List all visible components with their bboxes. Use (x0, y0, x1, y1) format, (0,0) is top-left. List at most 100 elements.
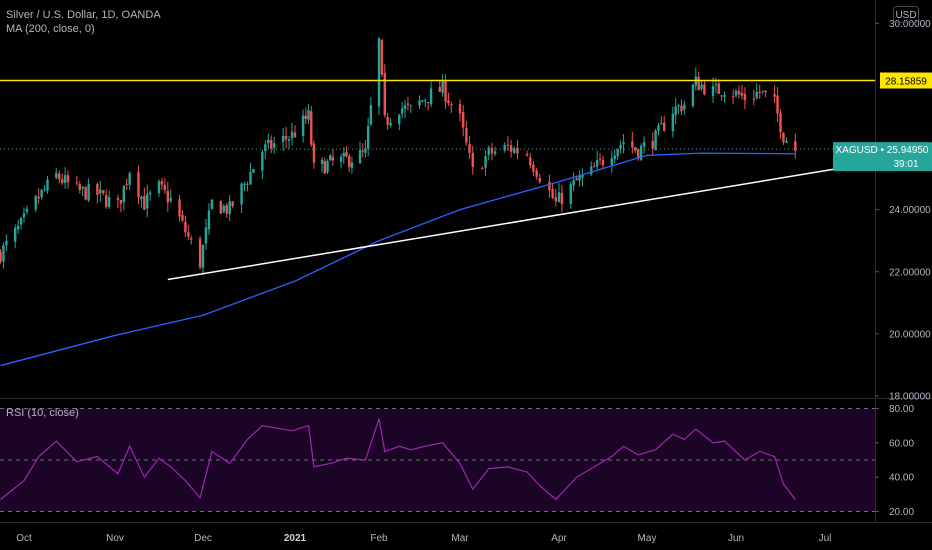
candle-body (281, 135, 285, 142)
candle-body (776, 95, 779, 114)
time-tick-label: Mar (451, 533, 469, 544)
candle-body (761, 90, 764, 92)
candle-body (740, 92, 744, 96)
time-tick-label: Dec (194, 533, 212, 544)
candle-body (19, 217, 23, 225)
candle-body (720, 95, 723, 97)
candle-body (557, 192, 561, 203)
candle-body (493, 151, 497, 154)
candle-body (46, 179, 49, 191)
symbol-title[interactable]: Silver / U.S. Dollar, 1D, OANDA (6, 9, 161, 21)
candle-body (674, 106, 677, 116)
price-tick-label: 22.00000 (889, 267, 931, 278)
candle-body (16, 225, 20, 230)
candle-body (222, 205, 225, 213)
candle-body (143, 195, 146, 210)
candle-body (779, 112, 782, 133)
rsi-tick-label: 20.00 (889, 507, 914, 518)
candle-body (578, 175, 581, 181)
candle-body (593, 166, 596, 168)
time-tick-label: Jul (819, 533, 832, 544)
candle-body (758, 91, 761, 93)
candle-body (651, 140, 654, 149)
candle-body (166, 190, 169, 203)
candle-body (225, 205, 228, 214)
candle-body (421, 100, 424, 102)
rsi-tick-label: 60.00 (889, 438, 914, 449)
candle-body (140, 196, 143, 200)
candle-body (125, 183, 128, 185)
candle-body (426, 102, 430, 104)
candle-body (169, 198, 172, 201)
candle-body (119, 200, 123, 204)
candle-body (794, 141, 797, 151)
candle-body (782, 132, 785, 143)
candle-body (569, 184, 572, 204)
candle-body (637, 149, 640, 159)
candle-body (310, 111, 313, 145)
candle-body (450, 103, 453, 105)
candle-body (284, 135, 288, 140)
candle-body (572, 180, 575, 186)
candle-body (598, 158, 602, 160)
candle-body (610, 158, 613, 165)
candle-body (304, 115, 308, 119)
candle-body (535, 170, 538, 177)
time-tick-label: Oct (16, 533, 32, 544)
candle-body (146, 193, 149, 209)
candle-body (243, 183, 246, 186)
candle-body (560, 193, 564, 205)
candle-body (581, 174, 584, 178)
candle-body (773, 93, 776, 97)
candle-body (616, 149, 619, 157)
candle-body (671, 113, 675, 132)
price-badge-label: XAGUSD • 25.94950 (836, 145, 929, 156)
candle-body (219, 201, 223, 214)
candle-body (25, 208, 29, 212)
candle-body (737, 91, 741, 95)
resistance-badge-label: 28.15859 (885, 77, 927, 88)
candle-body (301, 115, 305, 136)
rsi-legend-box: RSI (10, close) (6, 406, 79, 420)
candle-body (204, 227, 208, 244)
candle-body (677, 105, 680, 107)
candle-body (532, 164, 535, 172)
price-badge-bg (833, 142, 932, 172)
candle-body (160, 181, 164, 185)
candle-body (137, 172, 140, 198)
candle-body (703, 84, 706, 95)
candle-body (634, 147, 637, 151)
candle-body (406, 103, 410, 105)
candle-body (755, 91, 758, 99)
candle-body (481, 167, 484, 170)
chart-legend: Silver / U.S. Dollar, 1D, OANDA MA (200,… (6, 8, 161, 36)
rsi-legend[interactable]: RSI (10, close) (6, 407, 79, 419)
candle-body (516, 147, 519, 154)
candle-body (461, 112, 465, 128)
ma-legend[interactable]: MA (200, close, 0) (6, 23, 95, 35)
candle-body (99, 189, 102, 194)
candle-body (261, 152, 264, 171)
candle-body (87, 184, 90, 201)
candle-body (444, 81, 447, 102)
candle-body (398, 114, 401, 125)
currency-button[interactable]: USD (893, 6, 919, 23)
candle-body (329, 155, 332, 161)
candle-body (503, 145, 506, 151)
candle-body (366, 125, 370, 149)
candle-body (711, 85, 715, 97)
candle-body (458, 104, 462, 114)
candle-body (5, 240, 8, 246)
price-tick-label: 30.00000 (889, 19, 931, 30)
candle-body (622, 142, 625, 145)
candle-body (386, 116, 389, 125)
candle-body (312, 143, 316, 163)
candle-body (383, 73, 386, 116)
candle-body (484, 156, 487, 168)
countdown-label: 39:01 (893, 159, 918, 170)
candle-body (377, 38, 381, 107)
candle-body (290, 131, 294, 139)
candle-body (116, 198, 120, 201)
candle-body (66, 175, 70, 183)
